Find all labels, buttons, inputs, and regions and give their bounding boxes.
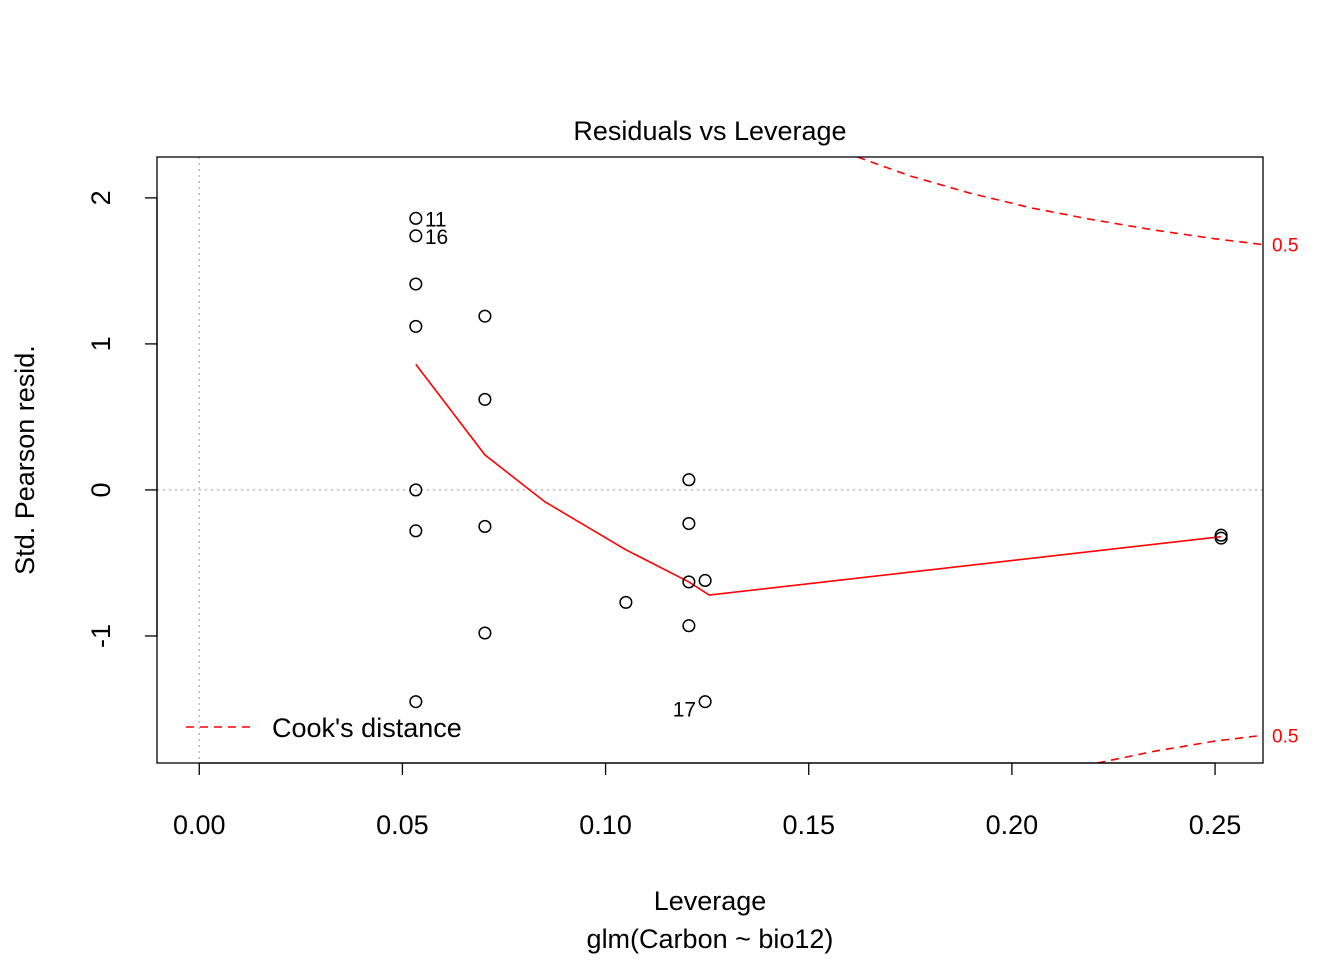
- data-point: [682, 473, 696, 487]
- data-point: [409, 211, 423, 225]
- data-points: [409, 211, 1228, 709]
- x-axis: 0.00 0.05 0.10 0.15 0.20 0.25: [173, 762, 1242, 840]
- cooks-distance-level-label: 0.5: [1272, 236, 1298, 257]
- chart-subtitle: glm(Carbon ~ bio12): [587, 924, 834, 954]
- data-point: [619, 595, 633, 609]
- legend: Cook's distance: [186, 713, 462, 743]
- point-label: 16: [425, 226, 448, 249]
- data-point: [478, 519, 492, 533]
- data-point: [682, 516, 696, 531]
- x-tick-label: 0.20: [986, 810, 1039, 840]
- data-point: [409, 319, 423, 333]
- x-tick-label: 0.05: [376, 810, 429, 840]
- data-point: [1214, 531, 1228, 545]
- chart-title: Residuals vs Leverage: [573, 116, 846, 146]
- x-tick-label: 0.15: [782, 810, 835, 840]
- smooth-line-group: [415, 363, 1222, 596]
- x-tick-label: 0.10: [579, 810, 632, 840]
- data-point: [682, 575, 696, 589]
- legend-label: Cook's distance: [272, 713, 462, 743]
- y-axis: -1 0 1 2: [86, 190, 158, 648]
- x-tick-label: 0.00: [173, 810, 226, 840]
- data-point: [409, 524, 423, 538]
- data-point: [409, 695, 423, 709]
- y-tick-label: 0: [86, 482, 116, 497]
- data-point: [698, 573, 712, 588]
- y-tick-label: 2: [86, 190, 116, 205]
- y-tick-label: -1: [86, 624, 116, 648]
- point-label: 17: [673, 699, 696, 722]
- y-tick-label: 1: [86, 336, 116, 351]
- smooth-line: [415, 363, 1222, 596]
- data-point: [478, 392, 492, 406]
- x-axis-label: Leverage: [654, 886, 767, 916]
- data-point: [409, 277, 423, 291]
- data-point: [478, 626, 492, 640]
- reference-lines: [157, 157, 1263, 763]
- data-point: [409, 229, 423, 243]
- cooks-distance-labels: 0.5 0.5: [1272, 236, 1298, 748]
- data-point: [682, 619, 696, 633]
- data-point: [698, 695, 712, 709]
- x-tick-label: 0.25: [1189, 810, 1242, 840]
- data-point: [409, 483, 423, 497]
- cooks-distance-curves: [857, 157, 1263, 763]
- point-label: 11: [425, 208, 447, 231]
- cooks-distance-curve: [857, 157, 1263, 246]
- data-point: [478, 309, 492, 323]
- y-axis-label: Std. Pearson resid.: [10, 345, 40, 575]
- cooks-distance-curve: [1097, 734, 1263, 763]
- cooks-distance-level-label: 0.5: [1272, 726, 1298, 747]
